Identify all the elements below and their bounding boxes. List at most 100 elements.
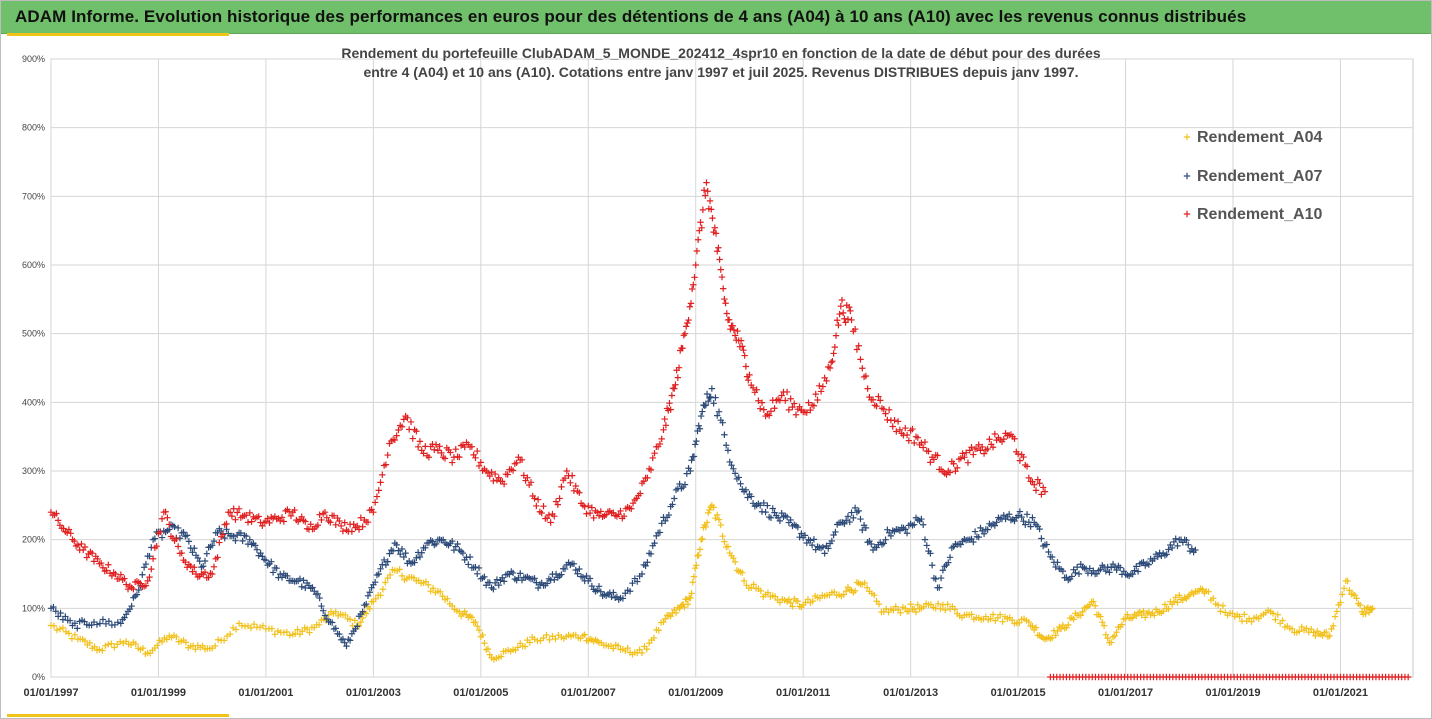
data-point bbox=[927, 550, 934, 557]
data-point bbox=[173, 535, 180, 543]
data-point bbox=[572, 566, 579, 574]
data-point bbox=[656, 529, 664, 536]
data-point bbox=[597, 588, 605, 595]
data-point bbox=[787, 395, 794, 402]
data-point bbox=[364, 518, 372, 526]
data-point bbox=[1229, 610, 1236, 617]
data-point bbox=[993, 519, 1000, 526]
data-point bbox=[863, 584, 871, 591]
data-point bbox=[909, 425, 916, 433]
data-point bbox=[1170, 598, 1178, 605]
data-point bbox=[658, 435, 665, 443]
data-point bbox=[588, 504, 596, 511]
data-point bbox=[991, 522, 999, 529]
data-point bbox=[154, 642, 161, 649]
data-point bbox=[868, 540, 875, 548]
data-point bbox=[164, 514, 171, 521]
data-point bbox=[148, 565, 155, 573]
data-point bbox=[448, 459, 456, 466]
data-point bbox=[937, 574, 945, 582]
data-point bbox=[142, 560, 150, 568]
data-point bbox=[792, 411, 800, 418]
data-point bbox=[144, 577, 151, 585]
data-point bbox=[729, 322, 736, 329]
data-point bbox=[844, 513, 852, 520]
data-point bbox=[223, 526, 230, 533]
data-point bbox=[1331, 613, 1339, 620]
data-point bbox=[887, 532, 895, 540]
data-point bbox=[771, 593, 779, 600]
data-point bbox=[684, 601, 692, 608]
data-point bbox=[1038, 535, 1045, 542]
data-point bbox=[696, 546, 704, 553]
data-point bbox=[807, 537, 814, 544]
data-point bbox=[163, 636, 171, 643]
data-point bbox=[712, 394, 719, 401]
data-point bbox=[702, 523, 710, 531]
data-point bbox=[114, 619, 122, 626]
data-point bbox=[869, 396, 877, 403]
data-point bbox=[783, 513, 791, 521]
data-point bbox=[235, 505, 243, 513]
data-point bbox=[346, 637, 354, 644]
data-point bbox=[526, 639, 533, 646]
data-point bbox=[840, 591, 847, 598]
x-tick-label: 01/01/2001 bbox=[238, 687, 293, 699]
data-point bbox=[696, 425, 704, 432]
data-point bbox=[783, 388, 791, 396]
data-point bbox=[67, 530, 74, 537]
data-point bbox=[416, 438, 424, 445]
data-point bbox=[699, 535, 706, 543]
data-point bbox=[918, 439, 925, 446]
data-point bbox=[882, 410, 889, 417]
data-point bbox=[950, 460, 957, 467]
data-point bbox=[243, 511, 250, 519]
data-point bbox=[1131, 567, 1138, 574]
data-point bbox=[518, 456, 526, 464]
data-point bbox=[379, 586, 387, 593]
data-point bbox=[391, 436, 399, 444]
x-tick-label: 01/01/1997 bbox=[23, 687, 78, 699]
data-point bbox=[680, 332, 687, 339]
data-point bbox=[755, 397, 762, 404]
data-point bbox=[977, 447, 984, 454]
data-point bbox=[610, 645, 617, 652]
data-point bbox=[923, 542, 930, 549]
data-point bbox=[1100, 622, 1108, 629]
data-point bbox=[102, 642, 109, 650]
data-point bbox=[703, 179, 710, 186]
data-point bbox=[987, 615, 994, 622]
data-point bbox=[137, 580, 144, 587]
data-point bbox=[382, 579, 389, 586]
data-point bbox=[687, 300, 695, 307]
data-point bbox=[1174, 599, 1181, 606]
data-point bbox=[943, 471, 950, 478]
data-point bbox=[176, 535, 184, 542]
data-point bbox=[944, 601, 951, 608]
data-point bbox=[918, 515, 925, 523]
data-point bbox=[354, 623, 361, 630]
data-point bbox=[540, 634, 547, 642]
data-point bbox=[117, 638, 124, 645]
data-point bbox=[66, 617, 74, 624]
accent-bar-top bbox=[7, 33, 229, 36]
data-point bbox=[135, 586, 142, 594]
data-point bbox=[667, 406, 674, 413]
data-point bbox=[239, 537, 246, 545]
data-point bbox=[500, 578, 508, 585]
data-point bbox=[694, 236, 702, 243]
data-point bbox=[705, 509, 712, 517]
legend-marker bbox=[1183, 210, 1191, 218]
data-point bbox=[662, 422, 670, 429]
data-point bbox=[283, 628, 291, 636]
data-point bbox=[140, 564, 148, 571]
data-point bbox=[491, 470, 499, 478]
data-point bbox=[448, 602, 456, 610]
data-point bbox=[139, 644, 147, 652]
data-point bbox=[531, 575, 538, 582]
data-point bbox=[509, 467, 517, 474]
data-point bbox=[758, 399, 766, 406]
data-point bbox=[491, 579, 499, 587]
data-point bbox=[481, 573, 488, 581]
data-point bbox=[722, 300, 729, 307]
